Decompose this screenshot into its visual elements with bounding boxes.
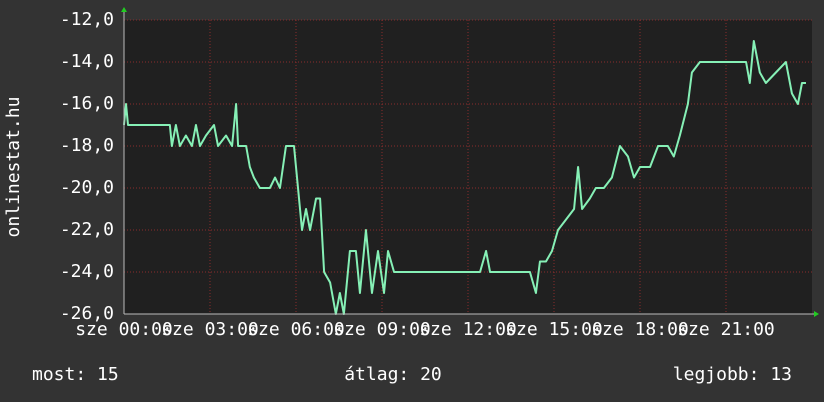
x-tick-label: sze 03:00 xyxy=(161,319,259,340)
x-arrow xyxy=(814,311,819,317)
y-arrow xyxy=(121,7,127,12)
y-tick-label: -26,0 xyxy=(60,303,114,324)
data-line xyxy=(123,40,806,315)
footer-best: legjobb: 13 xyxy=(673,364,792,385)
y-tick-label: -22,0 xyxy=(60,219,114,240)
x-tick-label: sze 18:00 xyxy=(591,319,689,340)
y-tick-label: -18,0 xyxy=(60,135,114,156)
x-tick-label: sze 00:00 xyxy=(75,319,173,340)
marks xyxy=(123,40,806,315)
x-tick-label: sze 12:00 xyxy=(419,319,517,340)
grid xyxy=(123,19,812,315)
footer-average: átlag: 20 xyxy=(344,364,442,385)
y-tick-label: -12,0 xyxy=(60,9,114,30)
x-tick-label: sze 06:00 xyxy=(247,319,345,340)
y-axis-label: onlinestat.hu xyxy=(3,97,24,238)
y-tick-label: -14,0 xyxy=(60,51,114,72)
y-tick-label: -16,0 xyxy=(60,93,114,114)
y-tick-label: -20,0 xyxy=(60,177,114,198)
footer-current: most: 15 xyxy=(32,364,119,385)
x-tick-label: sze 09:00 xyxy=(333,319,431,340)
x-tick-label: sze 15:00 xyxy=(505,319,603,340)
y-tick-label: -24,0 xyxy=(60,261,114,282)
x-tick-label: sze 21:00 xyxy=(677,319,775,340)
